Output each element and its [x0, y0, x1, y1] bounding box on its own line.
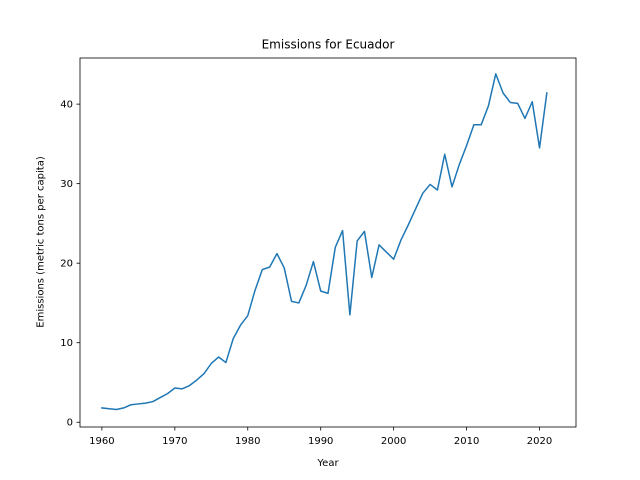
x-tick-label: 1960 — [89, 436, 114, 447]
x-tick-label: 1970 — [162, 436, 187, 447]
chart-title: Emissions for Ecuador — [262, 38, 395, 52]
plot-frame — [79, 57, 577, 428]
x-axis-title: Year — [316, 458, 339, 469]
y-tick-label: 40 — [60, 100, 73, 111]
y-tick-label: 20 — [60, 259, 73, 270]
y-axis-title: Emissions (metric tons per capita) — [36, 156, 47, 328]
x-tick-label: 2020 — [527, 436, 552, 447]
y-tick-label: 30 — [60, 179, 73, 190]
x-tick-label: 2010 — [454, 436, 479, 447]
series-line-0 — [101, 73, 548, 411]
y-tick-label: 0 — [67, 418, 73, 429]
x-tick-label: 1980 — [235, 436, 260, 447]
x-tick-label: 2000 — [381, 436, 406, 447]
y-tick-label: 10 — [60, 338, 73, 349]
plot-area: 1960 1970 1980 1990 2000 2010 2020 0 10 20 30 40 — [60, 57, 577, 447]
x-tick-label: 1990 — [308, 436, 333, 447]
